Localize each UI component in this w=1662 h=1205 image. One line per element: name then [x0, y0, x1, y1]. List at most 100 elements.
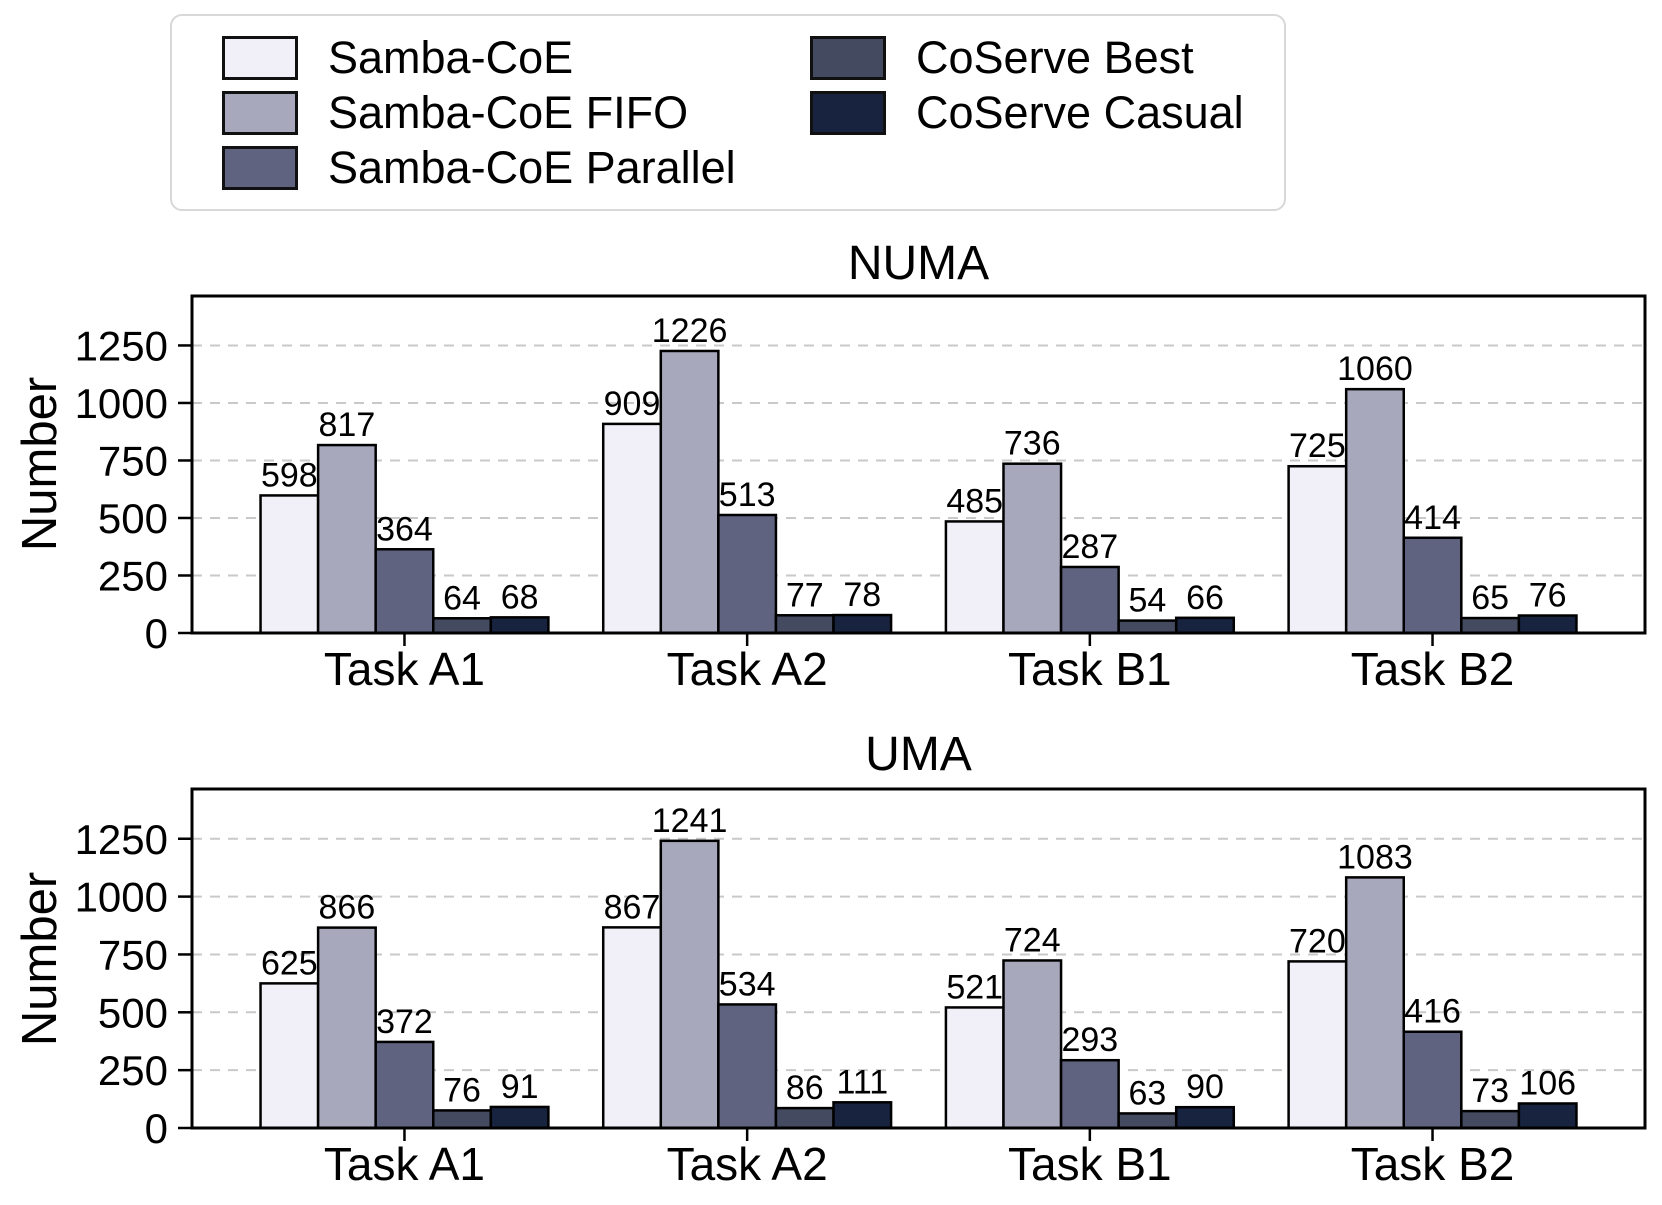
- axes-border: [190, 294, 1647, 635]
- bar-value-label: 817: [319, 406, 376, 444]
- legend-label: Samba-CoE FIFO: [328, 87, 689, 138]
- bar-samba-coe-task-b2: [1287, 960, 1348, 1130]
- bar-value-label: 54: [1129, 582, 1167, 620]
- legend: Samba-CoE Samba-CoE FIFO Samba-CoE Paralle…: [170, 14, 1286, 211]
- bar-coserve-best-task-b1: [1117, 1112, 1178, 1130]
- bar-value-label: 76: [1529, 577, 1567, 615]
- bar-coserve-best-task-a1: [432, 1109, 493, 1130]
- bar-samba-coe-parallel-task-b1: [1059, 1058, 1120, 1130]
- y-tick-label: 750: [98, 931, 168, 978]
- x-tick-label: Task B1: [1008, 1138, 1172, 1190]
- bar-samba-coe-fifo-task-b1: [1002, 959, 1063, 1130]
- bar-value-label: 364: [376, 510, 433, 548]
- bar-value-label: 73: [1471, 1072, 1509, 1110]
- legend-item-samba-coe-parallel: Samba-CoE Parallel: [222, 145, 810, 190]
- bar-value-label: 414: [1404, 499, 1461, 537]
- bar-value-label: 78: [843, 576, 881, 614]
- bar-value-label: 66: [1186, 579, 1224, 617]
- y-tick-label: 250: [98, 552, 168, 599]
- legend-item-coserve-best: CoServe Best: [810, 35, 1266, 80]
- bar-value-label: 736: [1004, 425, 1061, 463]
- legend-swatch-coserve-casual: [810, 90, 886, 135]
- x-tick-label: Task A2: [667, 643, 828, 695]
- bar-value-label: 287: [1061, 528, 1118, 566]
- bar-value-label: 485: [946, 482, 1003, 520]
- legend-label: Samba-CoE: [328, 32, 574, 83]
- bar-coserve-best-task-a1: [432, 617, 493, 635]
- bar-samba-coe-fifo-task-b1: [1002, 462, 1063, 635]
- y-tick-label: 0: [145, 610, 168, 657]
- y-tick-label: 1250: [75, 322, 168, 369]
- bar-coserve-casual-task-b1: [1174, 1105, 1236, 1130]
- legend-item-samba-coe-fifo: Samba-CoE FIFO: [222, 90, 810, 135]
- y-tick-label: 750: [98, 437, 168, 484]
- bar-samba-coe-fifo-task-b2: [1344, 876, 1405, 1130]
- bar-samba-coe-task-a1: [259, 982, 320, 1130]
- bar-samba-coe-fifo-task-a2: [659, 349, 720, 635]
- y-tick-label: 500: [98, 989, 168, 1036]
- bar-value-label: 725: [1289, 427, 1346, 465]
- bar-value-label: 1060: [1337, 350, 1413, 388]
- bar-coserve-casual-task-a1: [489, 1105, 550, 1130]
- axes-border: [190, 787, 1647, 1130]
- bar-samba-coe-fifo-task-a2: [659, 839, 720, 1130]
- bar-coserve-casual-task-b1: [1174, 616, 1236, 635]
- bar-value-label: 598: [261, 456, 318, 494]
- bar-samba-coe-parallel-task-a2: [717, 513, 778, 635]
- legend-item-coserve-casual: CoServe Casual: [810, 90, 1266, 135]
- bar-value-label: 724: [1004, 921, 1061, 959]
- bar-value-label: 63: [1129, 1074, 1167, 1112]
- bar-value-label: 1083: [1337, 838, 1413, 876]
- legend-swatch-samba-coe-fifo: [222, 90, 298, 135]
- bar-value-label: 65: [1471, 579, 1509, 617]
- legend-label: CoServe Best: [916, 32, 1194, 83]
- legend-swatch-coserve-best: [810, 35, 886, 80]
- legend-swatch-samba-coe: [222, 35, 298, 80]
- bar-value-label: 909: [604, 385, 661, 423]
- bar-samba-coe-task-b2: [1287, 464, 1348, 635]
- bar-value-label: 76: [443, 1071, 481, 1109]
- bar-samba-coe-fifo-task-a1: [316, 443, 377, 635]
- bar-value-label: 91: [501, 1068, 539, 1106]
- bar-value-label: 866: [319, 889, 376, 927]
- bar-value-label: 293: [1061, 1021, 1118, 1059]
- bar-coserve-casual-task-b2: [1517, 614, 1578, 635]
- y-tick-label: 500: [98, 495, 168, 542]
- legend-swatch-samba-coe-parallel: [222, 145, 298, 190]
- bar-value-label: 521: [946, 968, 1003, 1006]
- bar-coserve-best-task-a2: [774, 1106, 835, 1130]
- x-tick-label: Task B2: [1351, 643, 1515, 695]
- bar-value-label: 720: [1289, 922, 1346, 960]
- bar-value-label: 534: [719, 965, 776, 1003]
- numa-title: NUMA: [847, 237, 990, 290]
- x-tick-label: Task A1: [324, 1138, 485, 1190]
- y-tick-label: 1250: [75, 816, 168, 863]
- y-tick-label: 0: [145, 1105, 168, 1152]
- bar-samba-coe-parallel-task-b2: [1402, 1030, 1463, 1130]
- bar-value-label: 68: [501, 578, 539, 616]
- bar-value-label: 86: [786, 1069, 824, 1107]
- bar-value-label: 513: [719, 476, 776, 514]
- legend-label: CoServe Casual: [916, 87, 1244, 138]
- bar-coserve-casual-task-a2: [832, 613, 893, 635]
- bar-samba-coe-parallel-task-b2: [1402, 536, 1463, 635]
- y-tick-label: 250: [98, 1047, 168, 1094]
- bar-samba-coe-fifo-task-b2: [1344, 387, 1405, 635]
- bar-value-label: 1226: [652, 312, 728, 350]
- bar-samba-coe-parallel-task-a2: [717, 1003, 778, 1130]
- bar-coserve-casual-task-b2: [1517, 1102, 1578, 1130]
- y-tick-label: 1000: [75, 874, 168, 921]
- bar-samba-coe-fifo-task-a1: [316, 926, 377, 1130]
- x-tick-label: Task A1: [324, 643, 485, 695]
- bar-samba-coe-parallel-task-a1: [374, 1040, 435, 1130]
- bar-value-label: 372: [376, 1003, 433, 1041]
- bar-value-label: 106: [1519, 1064, 1576, 1102]
- bar-samba-coe-task-a2: [601, 926, 663, 1130]
- x-tick-label: Task A2: [667, 1138, 828, 1190]
- bar-coserve-best-task-a2: [774, 614, 835, 635]
- bar-value-label: 416: [1404, 993, 1461, 1031]
- bar-coserve-best-task-b2: [1460, 616, 1521, 635]
- bar-value-label: 1241: [652, 802, 728, 840]
